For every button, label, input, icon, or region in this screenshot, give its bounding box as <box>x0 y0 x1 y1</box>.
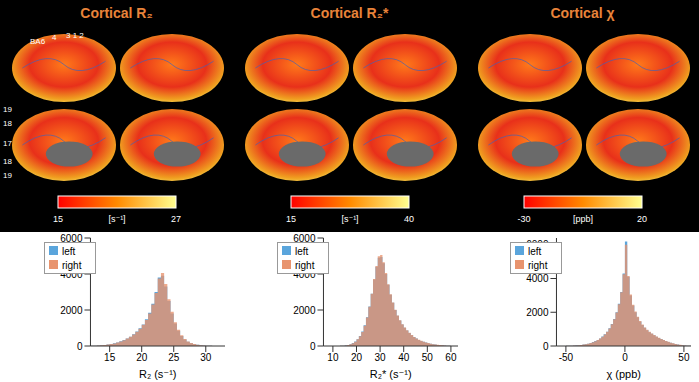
svg-text:19: 19 <box>3 105 12 114</box>
svg-text:25: 25 <box>168 352 180 363</box>
svg-text:20: 20 <box>637 214 647 224</box>
svg-text:[ppb]: [ppb] <box>573 214 593 224</box>
svg-text:-30: -30 <box>517 214 530 224</box>
svg-text:27: 27 <box>171 214 181 224</box>
svg-text:6000: 6000 <box>526 239 549 250</box>
svg-text:40: 40 <box>404 214 414 224</box>
svg-text:4000: 4000 <box>526 273 549 284</box>
svg-text:40: 40 <box>398 352 410 363</box>
svg-text:10: 10 <box>327 352 339 363</box>
svg-text:60: 60 <box>445 352 457 363</box>
svg-text:19: 19 <box>3 171 12 180</box>
svg-text:Cortical R₂: Cortical R₂ <box>80 5 152 21</box>
svg-text:χ (ppb): χ (ppb) <box>606 368 641 380</box>
svg-text:R₂ (s⁻¹): R₂ (s⁻¹) <box>139 368 177 380</box>
svg-text:30: 30 <box>375 352 387 363</box>
svg-text:R₂* (s⁻¹): R₂* (s⁻¹) <box>370 368 412 380</box>
svg-text:4000: 4000 <box>293 269 316 280</box>
svg-text:Cortical R₂*: Cortical R₂* <box>311 5 389 21</box>
svg-text:15: 15 <box>53 214 63 224</box>
svg-text:20: 20 <box>351 352 363 363</box>
svg-text:6000: 6000 <box>60 233 83 244</box>
svg-text:Cortical χ: Cortical χ <box>550 5 614 21</box>
svg-text:0: 0 <box>77 341 83 352</box>
svg-text:4: 4 <box>52 33 57 42</box>
svg-text:0: 0 <box>622 352 628 363</box>
svg-text:2000: 2000 <box>526 307 549 318</box>
svg-text:BA6: BA6 <box>30 37 46 46</box>
svg-text:3 1 2: 3 1 2 <box>66 31 84 40</box>
svg-text:50: 50 <box>422 352 434 363</box>
svg-text:15: 15 <box>286 214 296 224</box>
svg-text:18: 18 <box>3 119 12 128</box>
svg-text:2000: 2000 <box>60 305 83 316</box>
svg-text:[s⁻¹]: [s⁻¹] <box>108 214 125 224</box>
svg-text:50: 50 <box>678 352 690 363</box>
svg-text:18: 18 <box>3 157 12 166</box>
svg-text:17: 17 <box>3 139 12 148</box>
svg-text:0: 0 <box>310 341 316 352</box>
svg-text:15: 15 <box>104 352 116 363</box>
svg-text:30: 30 <box>200 352 212 363</box>
svg-text:0: 0 <box>543 341 549 352</box>
svg-text:4000: 4000 <box>60 269 83 280</box>
svg-text:20: 20 <box>136 352 148 363</box>
svg-text:[s⁻¹]: [s⁻¹] <box>341 214 358 224</box>
svg-text:6000: 6000 <box>293 233 316 244</box>
svg-text:2000: 2000 <box>293 305 316 316</box>
svg-text:-50: -50 <box>559 352 574 363</box>
